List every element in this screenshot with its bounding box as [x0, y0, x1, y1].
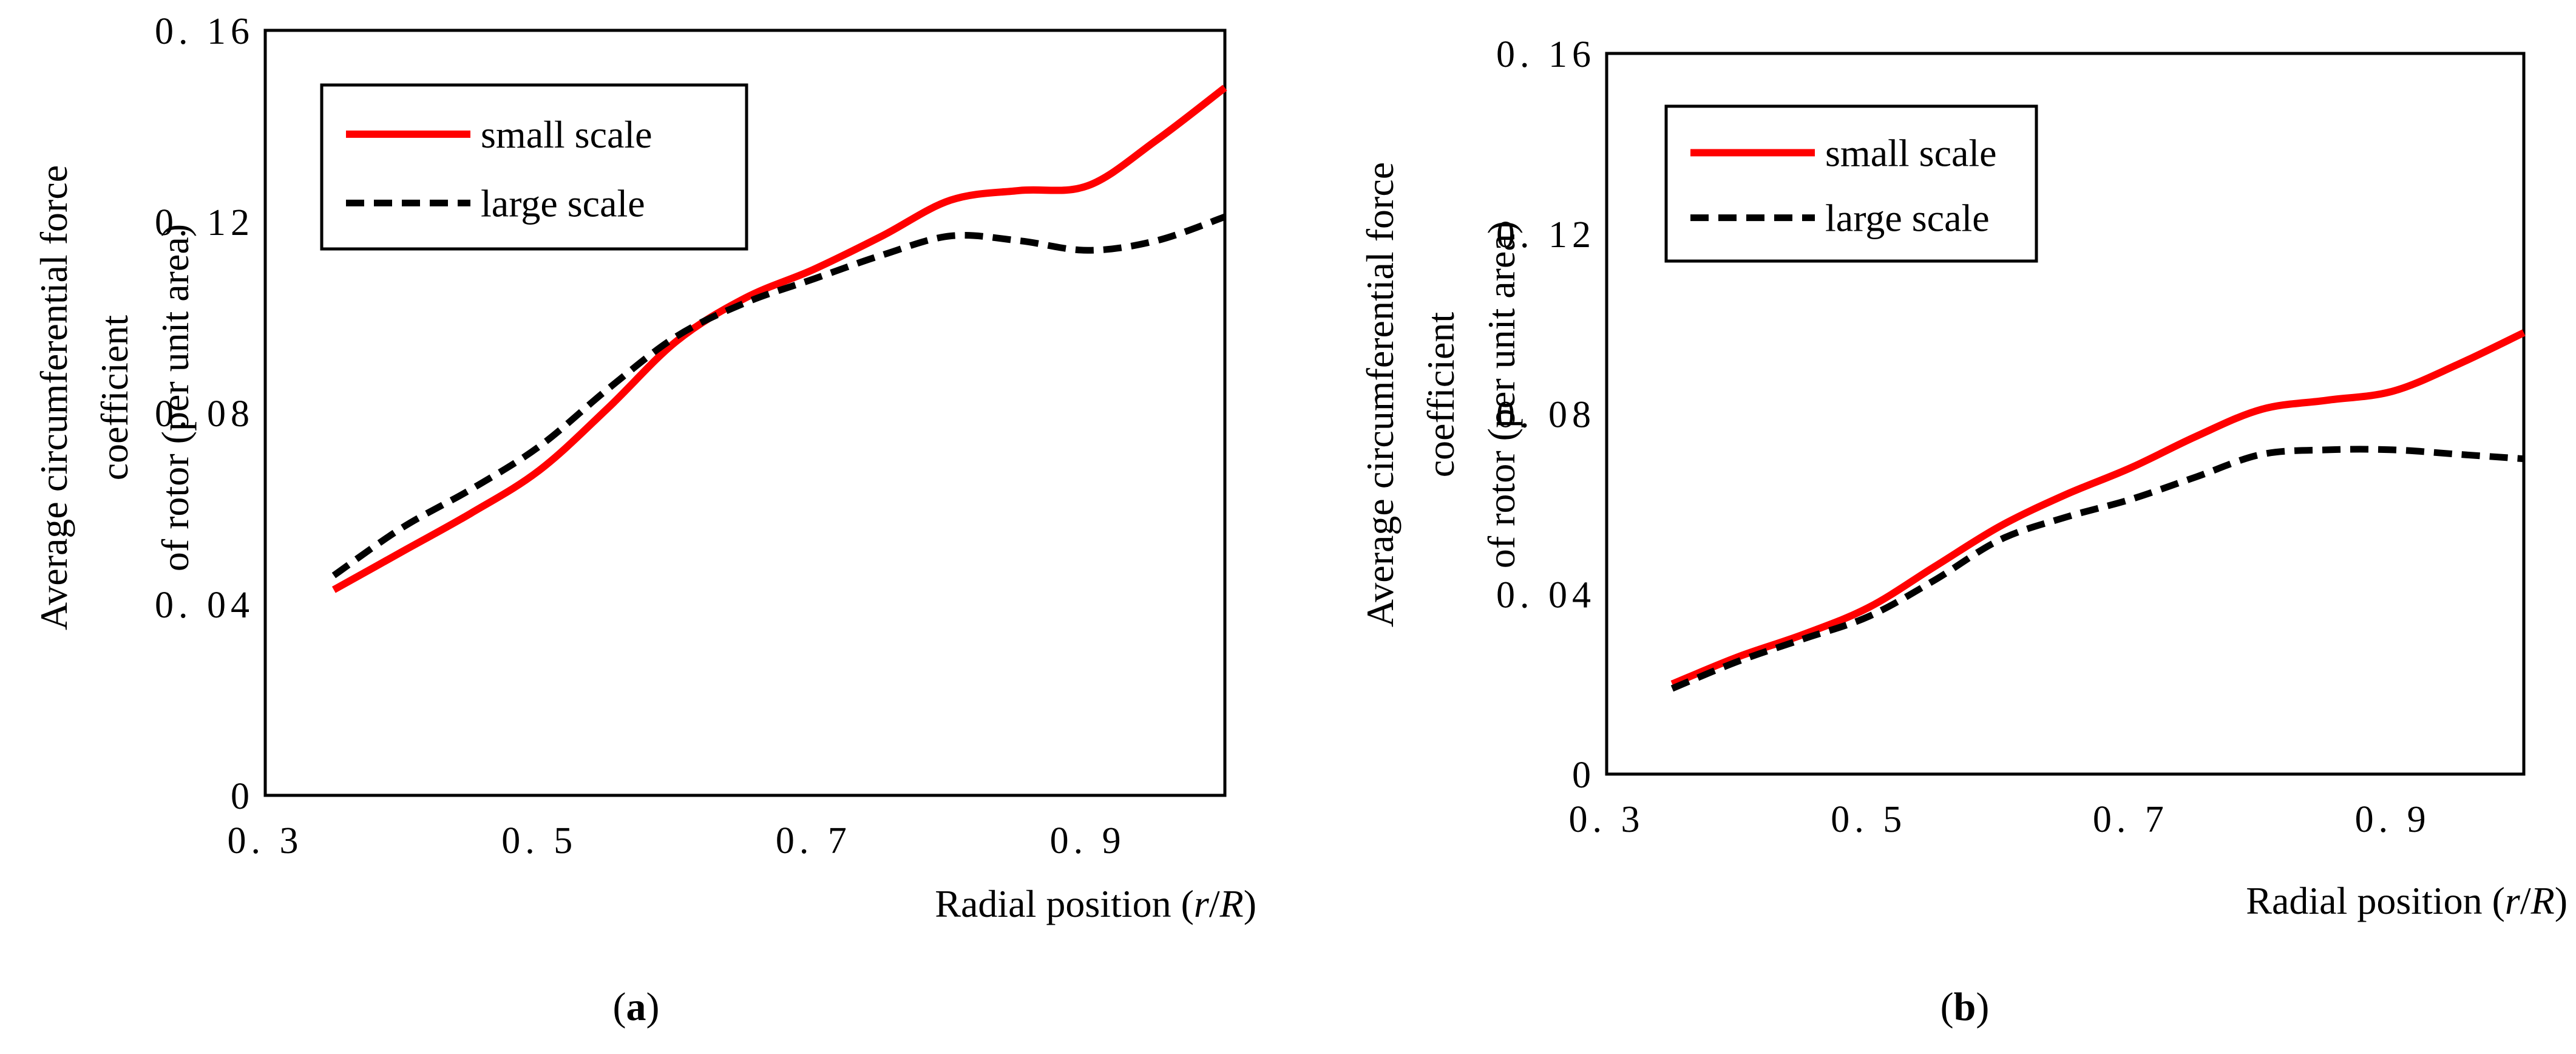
legend-label: large scale	[481, 182, 645, 225]
x-tick-label: 0. 7	[776, 820, 852, 862]
x-tick-label: 0. 3	[228, 820, 303, 862]
panel-b: Average circumferential force coefficien…	[1358, 34, 2568, 1029]
x-tick-label: 0. 3	[1569, 799, 1645, 840]
caption: (b)	[1940, 985, 1990, 1029]
x-tick-label: 0. 9	[1050, 820, 1126, 862]
y-axis-label-line-2: coefficient	[1419, 312, 1462, 478]
y-tick-label: 0. 16	[1496, 34, 1596, 75]
x-tick-label: 0. 9	[2355, 799, 2431, 840]
plot-area-frame	[1605, 52, 2526, 776]
series-line-large-scale	[331, 213, 1226, 579]
series-line-small-scale	[1670, 329, 2526, 688]
y-tick-label: 0	[231, 776, 254, 817]
y-tick-label: 0. 12	[1496, 214, 1596, 256]
y-tick-label: 0. 04	[155, 585, 254, 626]
y-tick-label: 0. 04	[1496, 574, 1596, 616]
x-tick-label: 0. 5	[1831, 799, 1907, 840]
x-tick-label: 0. 7	[2093, 799, 2169, 840]
plot-area-frame	[263, 29, 1227, 797]
y-axis-label-line-1: Average circumferential force	[1358, 162, 1402, 627]
y-axis-label-line-1: Average circumferential force	[32, 165, 75, 630]
caption: (a)	[613, 985, 660, 1029]
y-tick-label: 0. 08	[155, 393, 254, 435]
x-axis-label: Radial position (r/R)	[2246, 879, 2568, 922]
panel-a: Average circumferential force coefficien…	[32, 11, 1256, 1029]
y-axis-label-line-3: of rotor (per unit area)	[154, 224, 197, 571]
x-axis-label: Radial position (r/R)	[935, 882, 1256, 925]
legend-label: small scale	[481, 113, 652, 156]
y-axis-label-line-3: of rotor (per unit area)	[1480, 221, 1523, 568]
y-axis-label-line-2: coefficient	[93, 315, 136, 481]
legend-box	[1664, 104, 2038, 263]
y-tick-label: 0. 16	[155, 11, 254, 52]
legend-box	[320, 83, 748, 251]
series-line-large-scale	[1670, 446, 2524, 692]
legend-label: large scale	[1825, 197, 1990, 240]
x-tick-label: 0. 5	[501, 820, 577, 862]
y-tick-label: 0	[1572, 755, 1596, 796]
y-tick-label: 0. 12	[155, 202, 254, 243]
legend-label: small scale	[1825, 132, 1997, 175]
series-line-small-scale	[331, 84, 1227, 593]
y-tick-label: 0. 08	[1496, 395, 1596, 436]
